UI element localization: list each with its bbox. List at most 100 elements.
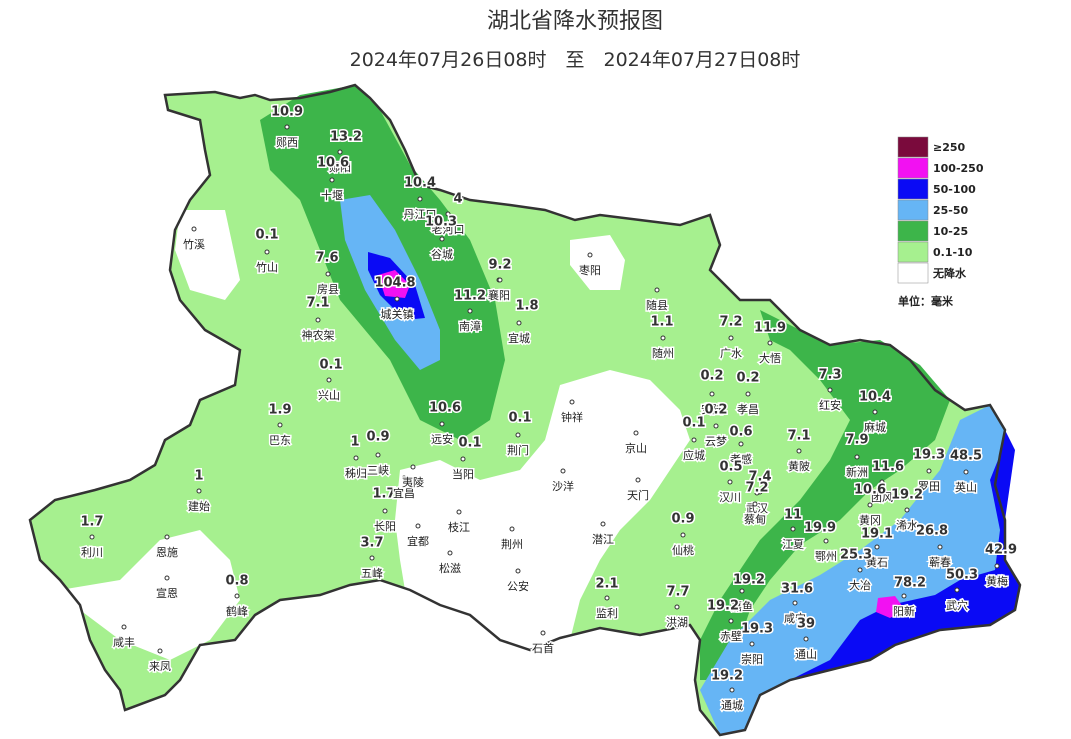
station-name: 阳新 [893, 604, 915, 618]
station-dot [394, 296, 400, 302]
rain-zone [378, 270, 410, 298]
station-value: 9.2 [488, 258, 511, 273]
station-name: 利川 [81, 546, 103, 559]
station-name: 大冶 [849, 578, 871, 592]
station-name: 黄冈 [859, 513, 881, 527]
station-name: 竹溪 [183, 237, 205, 251]
station-name: 襄阳 [488, 288, 510, 302]
subtitle: 2024年07月26日08时 至 2024年07月27日08时 [350, 49, 801, 71]
rain-zone [876, 596, 905, 618]
station-name: 江夏 [782, 538, 804, 551]
rain-zone [60, 530, 240, 660]
station-value: 11.2 [454, 289, 486, 304]
station-dot [874, 544, 880, 550]
station-name: 兴山 [318, 389, 340, 402]
station-value: 0.1 [255, 228, 278, 243]
station-name: 宜昌 [393, 486, 415, 500]
station-dot [509, 526, 515, 532]
station-dot [439, 421, 445, 427]
station-dot [284, 124, 290, 130]
station-value: 11 [784, 508, 802, 523]
station-dot [857, 567, 863, 573]
legend-label: 0.1-10 [933, 246, 973, 259]
station-dot [937, 544, 943, 550]
station-value: 31.6 [781, 582, 813, 597]
station-value: 0.6 [729, 425, 752, 440]
station-name: 宣恩 [156, 586, 178, 600]
station-dot [739, 588, 745, 594]
station-dot [264, 249, 270, 255]
station-name: 大悟 [759, 351, 781, 365]
station-dot [234, 593, 240, 599]
station-dot [790, 526, 796, 532]
station-value: 19.3 [913, 448, 945, 463]
station-dot [337, 149, 343, 155]
station-name: 红安 [819, 398, 841, 412]
station-name: 宜城 [508, 331, 530, 345]
station-value: 2.1 [595, 577, 618, 592]
station-dot [447, 550, 453, 556]
station-name: 蕲春 [929, 556, 951, 569]
station-value: 10.6 [429, 401, 461, 416]
legend-swatch [897, 199, 929, 221]
title: 湖北省降水预报图 [487, 9, 663, 34]
station-name: 蔡甸 [744, 513, 766, 526]
station-dot [369, 555, 375, 561]
station-dot [353, 455, 359, 461]
station-name: 通山 [795, 648, 817, 661]
station-name: 英山 [955, 480, 977, 494]
rain-zone [175, 210, 240, 300]
station-dot [749, 641, 755, 647]
station-dot [410, 464, 416, 470]
station-value: 4 [453, 192, 462, 207]
station-dot [854, 454, 860, 460]
rain-zone [570, 235, 625, 290]
station-dot [872, 409, 878, 415]
station-dot [417, 196, 423, 202]
station-dot [680, 532, 686, 538]
station-dot [604, 595, 610, 601]
station-value: 104.8 [374, 276, 415, 291]
station-name: 三峡 [367, 463, 389, 477]
station-value: 0.2 [704, 403, 727, 418]
station-dot [767, 340, 773, 346]
province-border [28, 83, 1022, 737]
station-value: 19.2 [707, 599, 739, 614]
station-value: 3.7 [360, 536, 383, 551]
station-dot [439, 236, 445, 242]
station-name: 汉川 [719, 491, 741, 504]
station-name: 咸宁 [784, 611, 806, 625]
station-dot [382, 508, 388, 514]
station-dot [752, 501, 758, 507]
station-value: 50.3 [946, 568, 978, 583]
station-name: 丹江口 [404, 208, 437, 221]
station-dot [375, 452, 381, 458]
station-name: 咸丰 [113, 636, 135, 649]
rain-zones [28, 83, 1022, 737]
station-name: 来凤 [149, 660, 171, 673]
station-value: 10.9 [271, 105, 303, 120]
station-value: 42.9 [985, 543, 1017, 558]
station-value: 0.9 [671, 512, 694, 527]
station-value: 39 [797, 617, 815, 632]
station-dot [674, 604, 680, 610]
station-name: 洪湖 [666, 615, 688, 629]
station-name: 石首 [532, 641, 554, 655]
station-name: 武穴 [946, 598, 968, 612]
station-value: 7.3 [818, 368, 841, 383]
legend-label: 50-100 [933, 183, 976, 196]
station-value: 1 [350, 435, 359, 450]
station-value: 10.3 [425, 215, 457, 230]
station-dot [445, 211, 451, 217]
station-dot [326, 377, 332, 383]
station-dot [796, 448, 802, 454]
station-name: 建始 [188, 499, 210, 513]
station-dot [515, 432, 521, 438]
station-value: 19.9 [804, 521, 836, 536]
station-dot [516, 320, 522, 326]
station-dot [164, 575, 170, 581]
station-value: 19.2 [711, 669, 743, 684]
station-dot [827, 387, 833, 393]
station-value: 10.4 [859, 390, 891, 405]
station-dot [560, 468, 566, 474]
